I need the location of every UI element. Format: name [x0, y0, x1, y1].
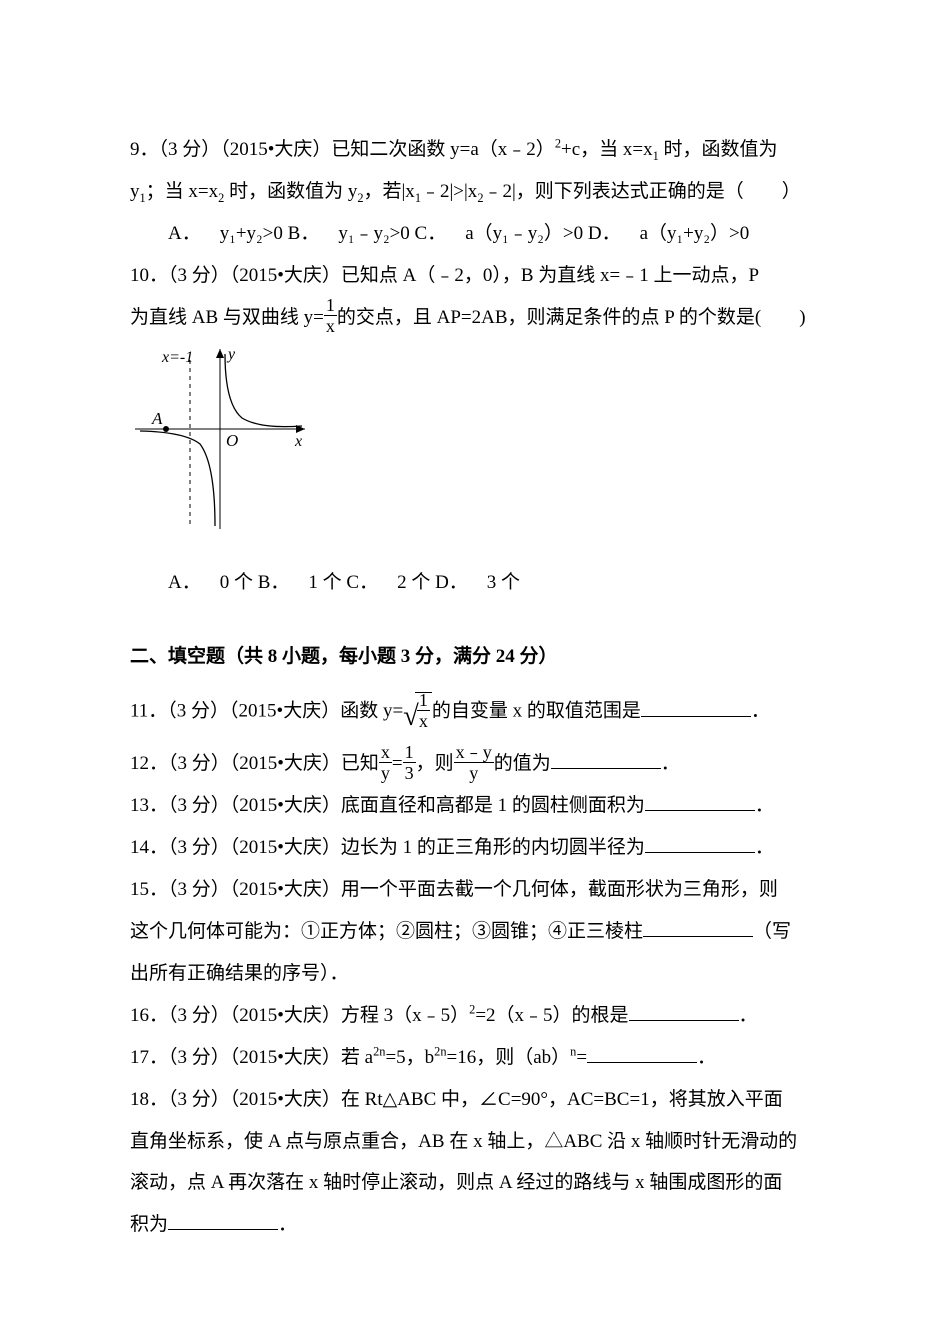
hyperbola-branch-q1: [225, 354, 302, 427]
label-O: O: [226, 431, 238, 450]
q15-line3: 出所有正确结果的序号）．: [130, 954, 820, 994]
q12-frac3: x﹣yy: [454, 743, 494, 782]
exam-page: 9．（3 分）（2015•大庆）已知二次函数 y=a（x﹣2）2+c，当 x=x…: [0, 0, 950, 1344]
q17-a: 17．（3 分）（2015•大庆）若 a: [130, 1047, 373, 1068]
hyperbola-graph-svg: x=-1 y x O A: [130, 344, 325, 544]
q10-options: A． 0 个 B． 1 个 C． 2 个 D． 3 个: [130, 563, 820, 603]
q15-blank: [643, 917, 753, 937]
q9-l2a: y: [130, 181, 140, 202]
q13-blank: [645, 791, 755, 811]
q14-period: ．: [755, 837, 774, 858]
q9-l2e: ﹣2|>|x: [421, 181, 477, 202]
q12-frac2: 13: [403, 743, 416, 782]
q11-b: 的自变量 x 的取值范围是: [432, 701, 641, 722]
q9-l2c: 时，函数值为 y: [224, 181, 357, 202]
q12-period: ．: [661, 753, 680, 774]
q15-line1: 15．（3 分）（2015•大庆）用一个平面去截一个几何体，截面形状为三角形，则: [130, 870, 820, 910]
q15-b: 这个几何体可能为：①正方体；②圆柱；③圆锥；④正三棱柱: [130, 921, 643, 942]
q11-frac: 1x: [417, 691, 430, 730]
q16-b: =2（x﹣5）的根是: [475, 1005, 628, 1026]
q11-a: 11．（3 分）（2015•大庆）函数 y=: [130, 701, 403, 722]
label-y: y: [226, 346, 236, 363]
q10-l2b: 的交点，且 AP=2AB，则满足条件的点 P 的个数是( ): [337, 307, 806, 328]
q9-line1: 9．（3 分）（2015•大庆）已知二次函数 y=a（x﹣2）2+c，当 x=x…: [130, 130, 820, 170]
q12-a: 12．（3 分）（2015•大庆）已知: [130, 753, 379, 774]
q18-line3: 滚动，点 A 再次落在 x 轴时停止滚动，则点 A 经过的路线与 x 轴围成图形…: [130, 1163, 820, 1203]
y-axis-arrow-icon: [216, 349, 224, 358]
q9-line2: y1；当 x=x2 时，函数值为 y2，若|x1﹣2|>|x2﹣2|，则下列表达…: [130, 172, 820, 212]
q11-blank: [641, 697, 751, 717]
q16-blank: [629, 1001, 739, 1021]
q17-blank: [587, 1043, 697, 1063]
label-A: A: [151, 409, 163, 428]
q10-line2: 为直线 AB 与双曲线 y=1x的交点，且 AP=2AB，则满足条件的点 P 的…: [130, 298, 820, 338]
q18-line4: 积为 ．: [130, 1205, 820, 1245]
q10-line1: 10．（3 分）（2015•大庆）已知点 A（﹣2，0），B 为直线 x=﹣1 …: [130, 256, 820, 296]
q12-eq: =: [392, 753, 403, 774]
q12-frac1: xy: [379, 743, 392, 782]
q10-frac: 1x: [324, 296, 337, 335]
q9-l2b: ；当 x=x: [146, 181, 218, 202]
q11-sqrt: 1x: [403, 680, 432, 740]
q11-frac-num: 1: [417, 691, 430, 711]
q9-text-b: +c，当 x=x: [561, 139, 653, 160]
q13-text: 13．（3 分）（2015•大庆）底面直径和高都是 1 的圆柱侧面积为: [130, 795, 645, 816]
q17-e1: 2n: [373, 1044, 385, 1058]
q18-line1: 18．（3 分）（2015•大庆）在 Rt△ABC 中，∠C=90°，AC=BC…: [130, 1080, 820, 1120]
q17-d: =: [576, 1047, 587, 1068]
q13-period: ．: [755, 795, 774, 816]
q18-blank: [168, 1210, 278, 1230]
q12-b: ，则: [416, 753, 454, 774]
point-a-marker: [163, 426, 169, 432]
q11-period: ．: [751, 701, 770, 722]
q16: 16．（3 分）（2015•大庆）方程 3（x﹣5）2=2（x﹣5）的根是．: [130, 996, 820, 1036]
hyperbola-branch-q3: [140, 431, 215, 526]
q10-l2a: 为直线 AB 与双曲线 y=: [130, 307, 324, 328]
q14-text: 14．（3 分）（2015•大庆）边长为 1 的正三角形的内切圆半径为: [130, 837, 645, 858]
q14-blank: [645, 833, 755, 853]
q17-c: =16，则（ab）: [447, 1047, 571, 1068]
q17: 17．（3 分）（2015•大庆）若 a2n=5，b2n=16，则（ab）n=．: [130, 1038, 820, 1078]
q12-blank: [551, 749, 661, 769]
q12: 12．（3 分）（2015•大庆）已知xy=13，则x﹣yy的值为 ．: [130, 744, 820, 784]
q13: 13．（3 分）（2015•大庆）底面直径和高都是 1 的圆柱侧面积为 ．: [130, 786, 820, 826]
q17-b: =5，b: [385, 1047, 434, 1068]
q10-frac-num: 1: [324, 296, 337, 316]
q16-period: ．: [739, 1005, 758, 1026]
q14: 14．（3 分）（2015•大庆）边长为 1 的正三角形的内切圆半径为 ．: [130, 828, 820, 868]
q16-a: 16．（3 分）（2015•大庆）方程 3（x﹣5）: [130, 1005, 469, 1026]
q18-line2: 直角坐标系，使 A 点与原点重合，AB 在 x 轴上，△ABC 沿 x 轴顺时针…: [130, 1122, 820, 1162]
q9-options: A． y₁+y₂>0 B． y₁﹣y₂>0 C． a（y₁﹣y₂）>0 D． a…: [130, 214, 820, 254]
q17-period: ．: [697, 1047, 716, 1068]
q15-line2: 这个几何体可能为：①正方体；②圆柱；③圆锥；④正三棱柱 （写: [130, 912, 820, 952]
q17-e2: 2n: [434, 1044, 446, 1058]
q18-period: ．: [278, 1214, 297, 1235]
label-x: x: [294, 433, 302, 450]
q12-c: 的值为: [494, 753, 551, 774]
q9-text-a: 9．（3 分）（2015•大庆）已知二次函数 y=a（x﹣2）: [130, 139, 555, 160]
q9-l2f: ﹣2|，则下列表达式正确的是（ ）: [483, 181, 800, 202]
q9-text-c: 时，函数值为: [659, 139, 778, 160]
section2-header: 二、填空题（共 8 小题，每小题 3 分，满分 24 分）: [130, 637, 820, 677]
q10-graph: x=-1 y x O A: [130, 344, 820, 559]
q18-d: 积为: [130, 1214, 168, 1235]
label-xeqm1: x=-1: [161, 349, 193, 366]
q11-frac-den: x: [417, 711, 430, 730]
q9-l2d: ，若|x: [364, 181, 415, 202]
q15-c: （写: [753, 921, 791, 942]
q10-frac-den: x: [324, 316, 337, 335]
q11: 11．（3 分）（2015•大庆）函数 y= 1x的自变量 x 的取值范围是 ．: [130, 682, 820, 742]
